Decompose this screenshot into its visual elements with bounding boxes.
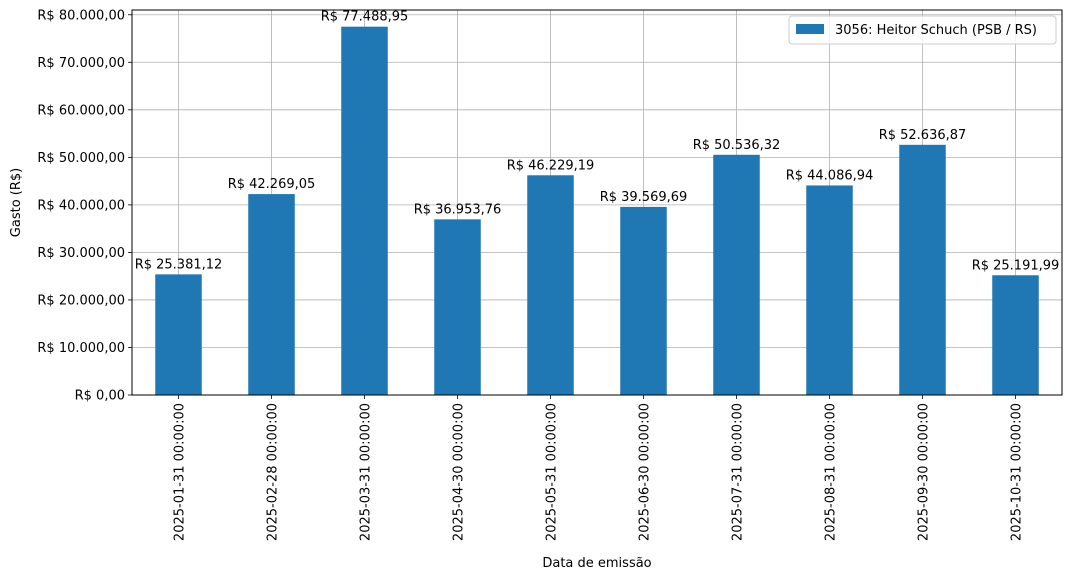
bar xyxy=(434,219,481,395)
y-tick-label: R$ 10.000,00 xyxy=(37,341,125,356)
x-tick-label: 2025-08-31 00:00:00 xyxy=(824,403,839,541)
x-tick-label: 2025-09-30 00:00:00 xyxy=(917,403,932,541)
bar-value-label: R$ 42.269,05 xyxy=(228,177,316,192)
bar-value-label: R$ 25.191,99 xyxy=(972,258,1060,273)
plot-frame xyxy=(131,9,1063,396)
bar-value-label: R$ 52.636,87 xyxy=(879,128,967,143)
y-tick-label: R$ 60.000,00 xyxy=(37,103,125,118)
y-tick-label: R$ 50.000,00 xyxy=(37,151,125,166)
x-tick-label: 2025-02-28 00:00:00 xyxy=(266,403,281,541)
bar-value-label: R$ 39.569,69 xyxy=(600,190,688,205)
x-axis-label: Data de emissão xyxy=(542,556,651,571)
x-axis: 2025-01-31 00:00:00 2025-02-28 00:00:00 20… xyxy=(173,395,1025,541)
y-tick-label: R$ 0,00 xyxy=(75,389,125,404)
bar-value-label: R$ 46.229,19 xyxy=(507,158,595,173)
x-tick-label: 2025-07-31 00:00:00 xyxy=(731,403,746,541)
bar xyxy=(806,185,853,395)
y-tick-label: R$ 40.000,00 xyxy=(37,198,125,213)
y-tick-label: R$ 30.000,00 xyxy=(37,246,125,261)
bar xyxy=(248,194,295,395)
x-tick-label: 2025-06-30 00:00:00 xyxy=(638,403,653,541)
x-tick-label: 2025-05-31 00:00:00 xyxy=(545,403,560,541)
y-axis-label: Gasto (R$) xyxy=(9,168,24,237)
bars xyxy=(155,26,1039,395)
x-tick-label: 2025-03-31 00:00:00 xyxy=(359,403,374,541)
bar xyxy=(155,274,202,395)
data-labels: R$ 25.381,12 R$ 42.269,05 R$ 77.488,95 R$ 3… xyxy=(135,10,1060,274)
x-tick-label: 2025-04-30 00:00:00 xyxy=(452,403,467,541)
x-tick-label: 2025-10-31 00:00:00 xyxy=(1010,403,1025,541)
legend: 3056: Heitor Schuch (PSB / RS) xyxy=(788,15,1057,45)
bar xyxy=(620,206,667,395)
legend-swatch xyxy=(796,24,824,34)
bar-value-label: R$ 77.488,95 xyxy=(321,10,409,25)
legend-label: 3056: Heitor Schuch (PSB / RS) xyxy=(835,23,1037,38)
legend-box xyxy=(788,15,1057,45)
y-tick-label: R$ 20.000,00 xyxy=(37,293,125,308)
bar xyxy=(899,144,946,395)
bar xyxy=(713,154,760,395)
bar-value-label: R$ 50.536,32 xyxy=(693,138,781,153)
bar xyxy=(992,275,1039,395)
y-tick-label: R$ 70.000,00 xyxy=(37,56,125,71)
bar-value-label: R$ 36.953,76 xyxy=(414,202,502,217)
bar xyxy=(341,26,388,395)
y-axis: R$ 0,00 R$ 10.000,00 R$ 20.000,00 R$ 30.000… xyxy=(37,8,132,404)
y-tick-label: R$ 80.000,00 xyxy=(37,8,125,23)
bar-value-label: R$ 25.381,12 xyxy=(135,257,223,272)
bar-value-label: R$ 44.086,94 xyxy=(786,168,874,183)
bar xyxy=(527,175,574,395)
x-tick-label: 2025-01-31 00:00:00 xyxy=(173,403,188,541)
